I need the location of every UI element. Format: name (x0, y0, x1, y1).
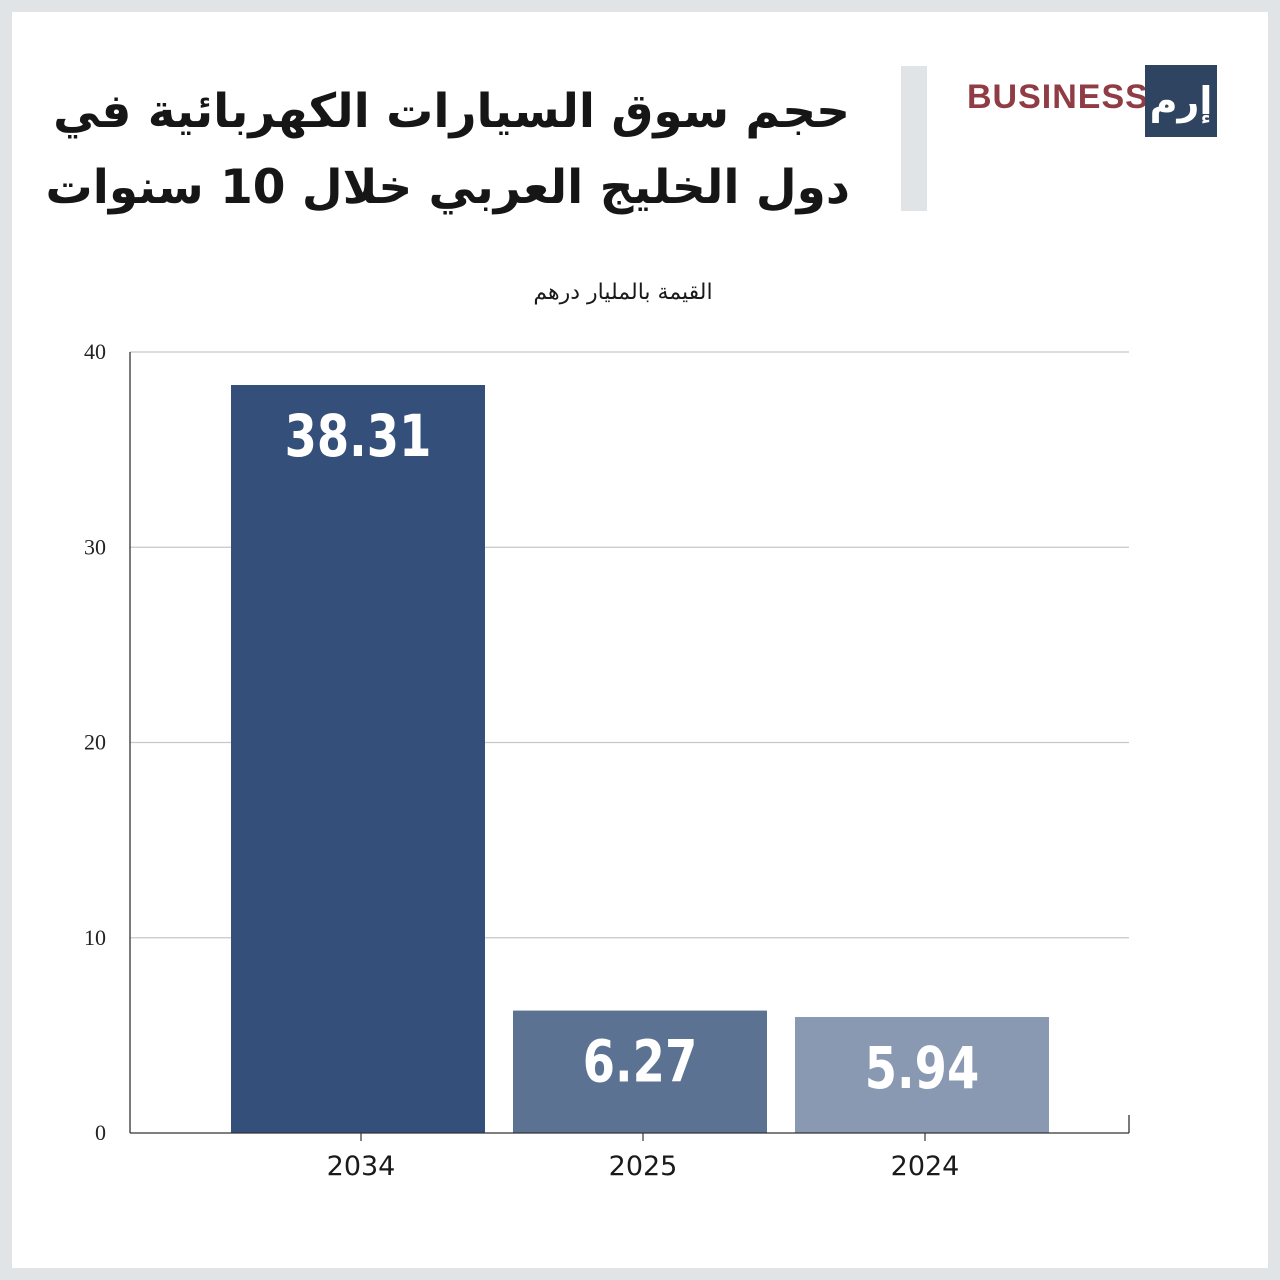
chart-title: حجم سوق السيارات الكهربائية في دول الخلي… (30, 74, 851, 226)
chart-title-line-2: دول الخليج العربي خلال 10 سنوات (45, 160, 851, 215)
bar-2025 (513, 1010, 767, 1133)
x-tick-label: 2024 (891, 1151, 960, 1182)
bar-value-label: 6.27 (583, 1029, 697, 1096)
labels: 0 10 20 30 40 38.31 2034 6.27 2025 5.94 2024 (84, 339, 979, 1182)
axes (129, 352, 1130, 1141)
y-tick-label: 10 (84, 925, 106, 950)
y-tick-label: 40 (84, 339, 106, 364)
x-tick-label: 2034 (327, 1151, 396, 1182)
bar-chart: 0 10 20 30 40 38.31 2034 6.27 2025 5.94 2024 (84, 339, 1130, 1182)
brand-logo: إرم (1145, 65, 1217, 137)
infographic-card: حجم سوق السيارات الكهربائية في دول الخلي… (12, 12, 1268, 1268)
y-tick-label: 0 (95, 1120, 106, 1145)
bar-value-label: 38.31 (285, 403, 432, 470)
y-tick-label: 30 (84, 534, 106, 559)
chart-title-line-1: حجم سوق السيارات الكهربائية في (53, 84, 850, 139)
bar-2034 (231, 384, 485, 1133)
x-tick-label: 2025 (609, 1151, 678, 1182)
y-tick-label: 20 (84, 730, 106, 755)
title-divider (901, 66, 927, 211)
brand-name: BUSINESS (967, 78, 1149, 116)
bar-value-label: 5.94 (865, 1035, 979, 1102)
bar-2024 (795, 1017, 1049, 1133)
y-axis-title: القيمة بالمليار درهم (533, 280, 713, 305)
bars (231, 384, 1049, 1133)
